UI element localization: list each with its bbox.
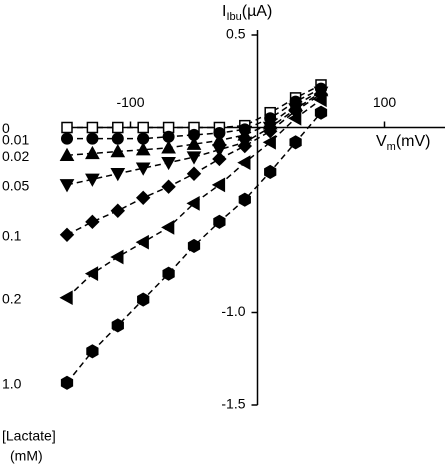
marker — [161, 220, 175, 235]
marker — [135, 162, 151, 176]
marker — [111, 132, 124, 145]
series-label: 0.02 — [2, 148, 29, 164]
marker — [262, 123, 278, 139]
marker — [237, 155, 251, 170]
y-tick-label: 0.5 — [226, 26, 246, 42]
y-tick-label: -1.5 — [221, 396, 245, 412]
marker — [162, 130, 175, 143]
x-tick-label: -100 — [116, 94, 144, 110]
series-line — [66, 89, 322, 156]
marker — [112, 121, 124, 134]
marker — [84, 266, 99, 281]
marker — [238, 192, 251, 207]
marker — [289, 135, 302, 150]
marker — [110, 144, 126, 158]
marker — [85, 214, 100, 230]
marker — [186, 166, 202, 181]
marker — [137, 292, 150, 307]
marker — [59, 147, 75, 161]
marker — [61, 121, 73, 134]
legend-title: [Lactate] — [2, 428, 56, 444]
marker — [237, 138, 253, 154]
marker — [86, 132, 99, 145]
marker — [313, 92, 327, 108]
series-line — [66, 91, 322, 186]
series-label: 0 — [2, 120, 10, 136]
marker — [110, 168, 126, 182]
marker — [59, 179, 75, 193]
series-line — [66, 112, 322, 384]
marker — [161, 179, 176, 194]
marker — [314, 105, 328, 120]
marker — [186, 196, 200, 211]
marker — [213, 214, 226, 229]
y-tick-label: -1.0 — [221, 303, 245, 319]
marker — [161, 140, 176, 154]
marker — [135, 142, 151, 156]
x-tick-label: 100 — [373, 94, 397, 110]
marker — [162, 266, 175, 281]
marker — [137, 132, 150, 145]
marker — [85, 173, 100, 187]
x-axis-label: Vm(mV) — [376, 133, 431, 153]
marker — [86, 121, 99, 134]
y-label-symbol: I — [222, 3, 226, 20]
series-label: 0.1 — [2, 228, 22, 244]
marker — [111, 318, 124, 333]
series-label: 0.2 — [2, 290, 22, 306]
series-label: 1.0 — [2, 376, 22, 392]
x-label-symbol: V — [376, 133, 387, 150]
marker — [61, 132, 73, 145]
marker — [212, 151, 227, 167]
marker — [186, 151, 202, 165]
marker — [211, 177, 226, 193]
series-label: 0.01 — [2, 131, 29, 147]
marker — [186, 136, 202, 150]
marker — [110, 249, 124, 265]
x-label-unit: (mV) — [396, 133, 431, 150]
marker — [262, 134, 276, 150]
series-line — [67, 84, 322, 129]
marker — [135, 190, 151, 206]
marker — [85, 145, 100, 160]
y-axis-label: IIbu(µA) — [222, 3, 272, 23]
marker — [86, 344, 99, 359]
marker — [288, 110, 302, 126]
marker — [188, 128, 200, 141]
series-line — [66, 99, 322, 299]
legend-title: (mM) — [10, 448, 43, 464]
series-line — [67, 87, 322, 140]
marker — [60, 375, 74, 390]
y-label-subscript: Ibu — [226, 11, 241, 23]
marker — [212, 144, 227, 158]
marker — [59, 290, 73, 306]
marker — [110, 203, 126, 218]
y-label-unit: (µA) — [242, 3, 273, 20]
marker — [264, 164, 277, 179]
x-label-subscript: m — [387, 141, 396, 153]
marker — [187, 238, 201, 253]
marker — [137, 121, 149, 134]
series-label: 0.05 — [2, 178, 29, 194]
marker — [59, 227, 75, 243]
marker — [161, 156, 176, 171]
marker — [135, 234, 149, 250]
